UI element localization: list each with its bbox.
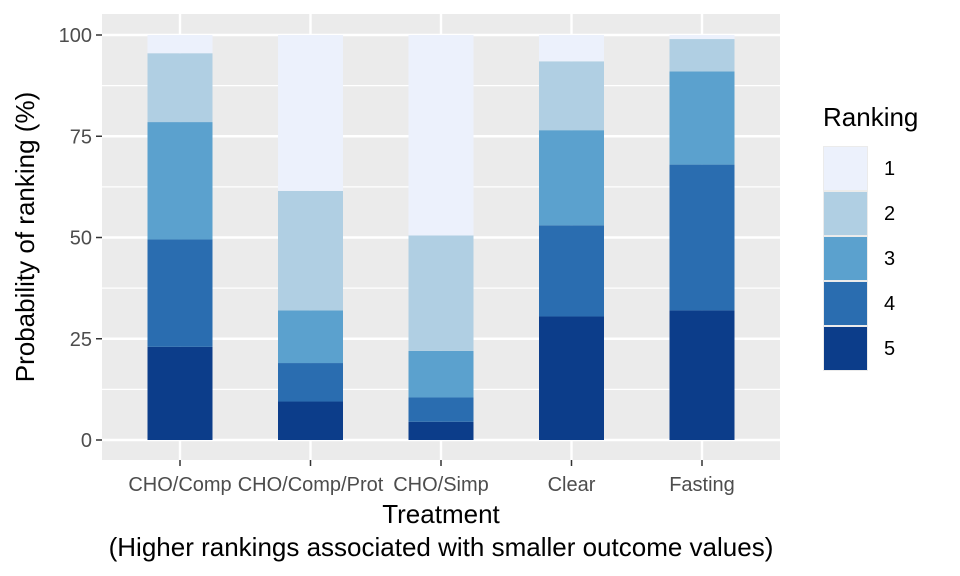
y-tick-label: 25	[70, 329, 92, 351]
legend-label: 5	[884, 338, 895, 360]
bar-segment-rank-2	[278, 190, 343, 311]
legend-swatch-1	[824, 147, 867, 190]
bar-segment-rank-1	[147, 35, 213, 54]
bar-segment-rank-3	[147, 122, 213, 240]
bar-segment-rank-1	[539, 35, 604, 62]
bar-segment-rank-2	[669, 39, 735, 72]
legend-label: 3	[884, 248, 895, 270]
bar-segment-rank-5	[669, 310, 735, 440]
legend-swatch-5	[824, 327, 867, 370]
bar-segment-rank-4	[147, 239, 213, 347]
bar-segment-rank-1	[669, 35, 735, 40]
legend-label: 1	[884, 158, 895, 180]
y-tick-label: 50	[70, 228, 92, 250]
bar-segment-rank-5	[408, 421, 474, 440]
legend: Ranking 1 2 3 4 5	[823, 102, 918, 371]
bar-segment-rank-3	[408, 350, 474, 398]
bars	[147, 35, 735, 440]
legend-label: 4	[884, 293, 895, 315]
bar-segment-rank-3	[539, 130, 604, 226]
bar-segment-rank-4	[408, 397, 474, 422]
legend-label: 2	[884, 203, 895, 225]
x-tick-label: CHO/Simp	[393, 474, 489, 496]
bar-segment-rank-1	[278, 35, 343, 191]
y-axis-title: Probability of ranking (%)	[10, 92, 40, 382]
bar-segment-rank-5	[539, 316, 604, 440]
legend-swatch-2	[824, 192, 867, 235]
legend-swatch-3	[824, 237, 867, 280]
y-axis-ticks: 0 25 50 75 100	[59, 25, 102, 452]
bar-segment-rank-1	[408, 35, 474, 236]
bar-segment-rank-4	[669, 164, 735, 311]
bar-segment-rank-2	[539, 61, 604, 131]
bar-segment-rank-4	[278, 363, 343, 402]
y-tick-label: 0	[81, 430, 92, 452]
x-axis-ticks: CHO/Comp CHO/Comp/Prot CHO/Simp Clear Fastin…	[128, 460, 735, 496]
y-tick-label: 75	[70, 126, 92, 148]
x-axis-subtitle: (Higher rankings associated with smaller…	[109, 532, 774, 562]
x-tick-label: CHO/Comp/Prot	[238, 474, 384, 496]
bar-segment-rank-2	[408, 235, 474, 351]
x-tick-label: CHO/Comp	[128, 474, 231, 496]
bar-segment-rank-3	[278, 310, 343, 364]
x-tick-label: Clear	[548, 474, 596, 496]
x-tick-label: Fasting	[669, 474, 735, 496]
bar-segment-rank-5	[147, 346, 213, 440]
legend-swatch-4	[824, 282, 867, 325]
bar-segment-rank-2	[147, 53, 213, 123]
y-tick-label: 100	[59, 25, 92, 47]
bar-segment-rank-3	[669, 71, 735, 165]
bar-segment-rank-4	[539, 225, 604, 317]
legend-title: Ranking	[823, 102, 918, 132]
x-axis-title: Treatment	[382, 499, 500, 529]
bar-segment-rank-5	[278, 401, 343, 440]
